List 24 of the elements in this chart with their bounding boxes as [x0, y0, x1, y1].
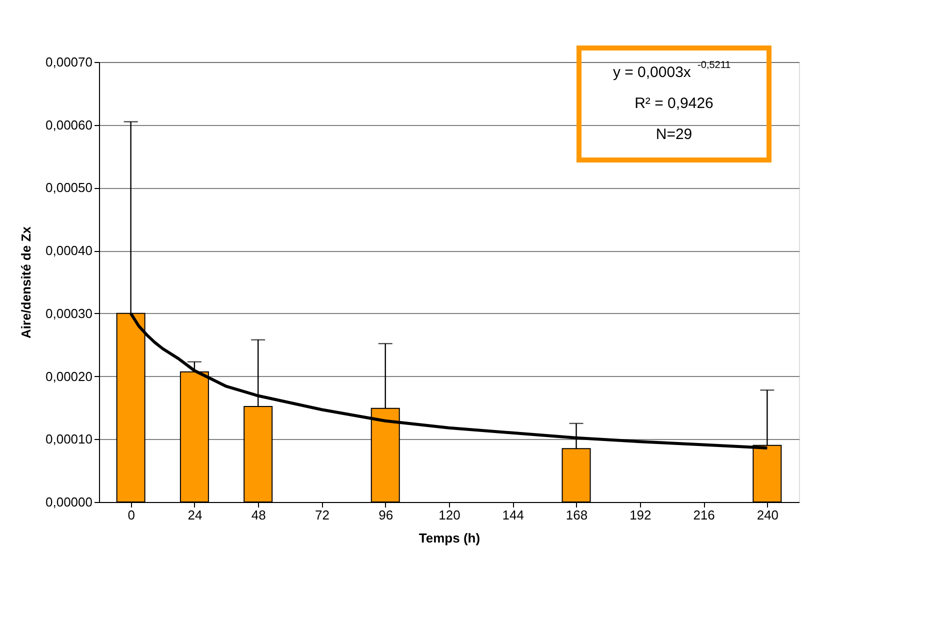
x-tick-label: 24 [188, 508, 202, 522]
annotation: R² = 0,9426 [634, 95, 714, 112]
y-tick-label: 0,00060 [46, 117, 92, 132]
x-tick-label: 216 [693, 508, 715, 522]
y-tick-label: 0,00040 [46, 243, 92, 258]
x-tick-label: 144 [502, 508, 524, 522]
y-tick-label: 0,00010 [46, 432, 92, 447]
x-tick-label: 72 [314, 508, 330, 522]
y-tick-label: 0,00020 [46, 368, 92, 384]
x-tick-label: 120 [438, 508, 460, 522]
annotation: N=29 [656, 126, 692, 143]
x-tick-label: 168 [566, 508, 588, 522]
annotation: y = 0,0003x-0,5211 [612, 60, 732, 81]
x-tick-label: 48 [251, 508, 266, 522]
y-tick-label: 0,00070 [46, 54, 92, 70]
x-tick-label: 240 [756, 508, 779, 522]
x-axis-title: Temps (h) [418, 530, 480, 546]
y-tick-label: 0,00030 [46, 306, 92, 321]
y-tick-label: 0,00050 [46, 180, 92, 196]
x-tick-label: 192 [630, 508, 652, 522]
y-axis-title: Aire/densité de Zx [18, 226, 34, 338]
x-tick-label: 96 [378, 508, 394, 522]
y-tick-label: 0,00000 [46, 494, 92, 510]
x-tick-label: 0 [128, 508, 135, 522]
